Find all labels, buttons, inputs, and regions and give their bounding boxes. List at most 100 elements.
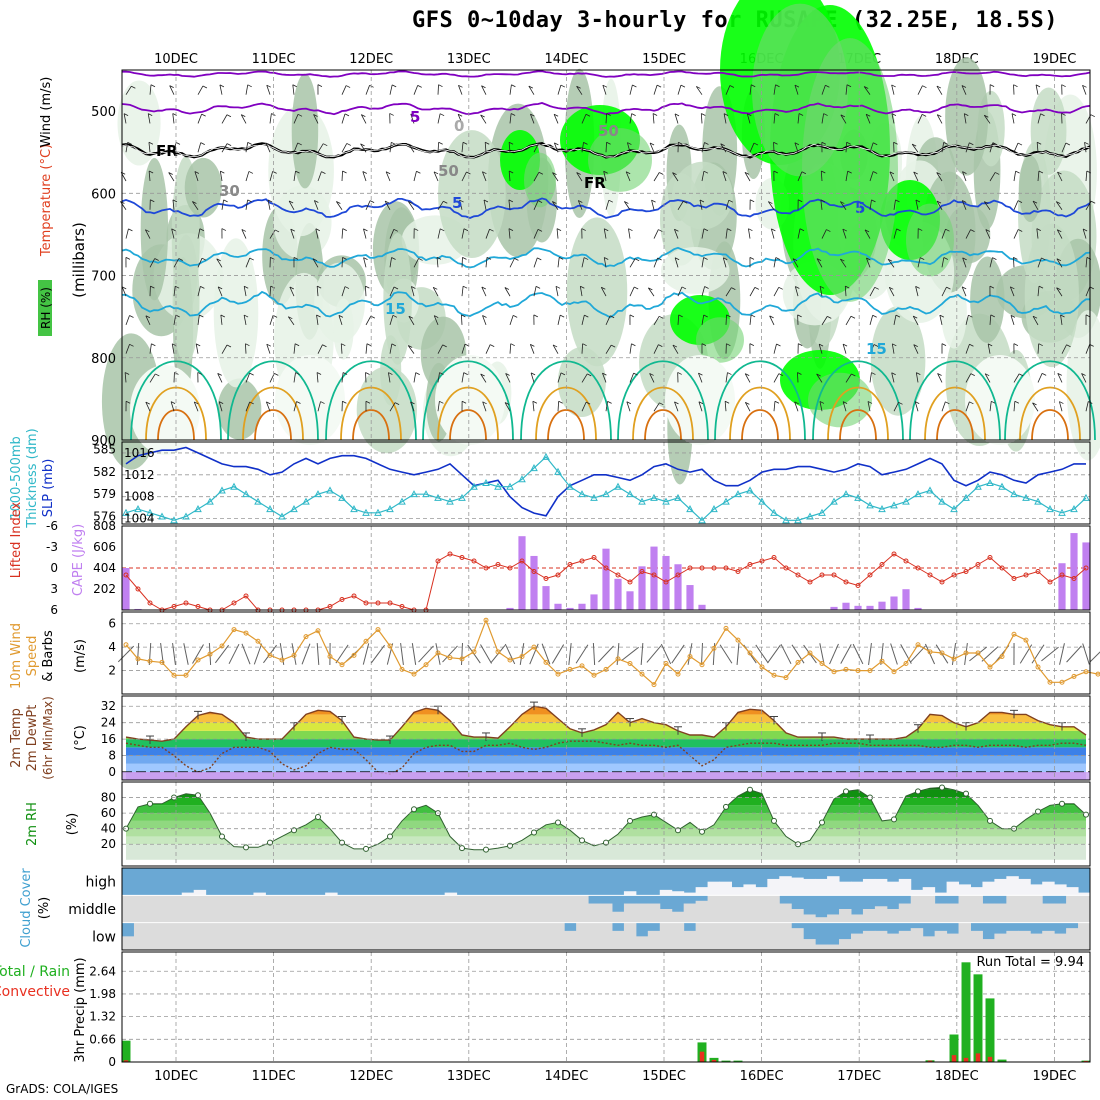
wind-barb [295,372,300,375]
wind-barb [508,170,514,174]
wind-barb [1032,402,1037,406]
wind-barb [341,343,346,347]
wind-barb [845,316,852,326]
bottom-date-label: 16DEC [740,1069,784,1084]
wind-barb-10m [335,644,349,664]
wind-barb [842,228,847,239]
bottom-date-label: 19DEC [1032,1069,1076,1084]
cloud-clear-cell [659,922,673,950]
wind-barb-10m [160,643,164,665]
wind-barb [703,228,709,232]
wind-barb [509,343,512,354]
cloud-clear-cell [253,922,266,950]
wind-barb [125,344,130,354]
wind-barb [939,314,945,318]
wind-barb [1056,258,1062,262]
wind-barb [125,228,129,239]
wind-barb [657,257,662,261]
wind-barb [865,113,871,117]
rh-color-band [126,789,1086,798]
wind-barb [653,316,660,326]
wind-barb [266,344,271,354]
wind-speed-point [879,658,885,664]
wind-barb [462,285,468,289]
wind-barb [389,286,395,297]
cloud-clear-cell [743,895,756,923]
wind-barb [336,201,341,204]
thickness-point [278,512,286,520]
wind-barb-10m [263,644,277,664]
cape-bar [914,607,922,610]
cloud-clear-cell [408,895,422,923]
isotherm-line [1004,360,1096,441]
cloud-clear-cell [874,878,888,896]
wind-barb [482,171,487,175]
wind-barb [1085,257,1088,268]
cloud-clear-cell [564,930,577,950]
wind-barb [887,259,895,268]
wind-barb [869,315,874,325]
wind-barb [249,372,254,376]
wind-speed-point [999,654,1005,660]
rh2m-point [843,788,849,795]
wind-barb [508,171,511,182]
wind-barb [316,372,319,383]
cloud-clear-cell [958,884,971,896]
wind-barb [360,114,367,124]
wind-barb [581,142,584,153]
cloud-clear-cell [1054,933,1067,950]
cape-bar [890,596,898,610]
thickness-point [158,512,166,520]
wind-barb [915,286,919,297]
cape-bar [566,607,574,610]
wind-barb [1032,315,1039,326]
wind-barb [363,257,367,268]
wind-tick-label: 4 [108,640,116,654]
cloud-clear-cell [647,930,661,950]
rh-shading-blob [217,378,262,440]
bottom-date-label: 10DEC [154,1069,198,1084]
cape-bar [578,603,586,610]
rh2m-point [1059,800,1065,807]
thickness-series-line [125,456,1087,522]
cloud-clear-cell [695,887,709,896]
wind-barb [962,171,967,175]
thickness-point [866,501,874,509]
rh-legend-swatch [38,280,52,336]
wind-barb [461,142,464,153]
rh-shading-blob [970,256,1005,343]
cloud-clear-cell [1066,887,1079,896]
rh-color-band [126,805,1086,814]
wind-barb [245,199,248,210]
thickness-point [626,490,634,498]
wind-barb [315,228,319,239]
wind-barb [408,345,413,348]
wind-barb [178,258,183,261]
cloud-clear-cell [731,887,744,896]
isotherm-line [936,409,974,441]
wind-barb [681,286,687,290]
cloud-clear-cell [827,914,840,923]
rh-tick-label: 80 [101,791,116,805]
wind-barb-10m [1059,643,1065,665]
cloud-clear-cell [145,922,159,950]
wind-barb [842,343,847,354]
wind-speed-point [291,652,297,658]
wind-barb [701,343,707,347]
lifted-index-point [471,558,477,564]
cloud-clear-cell [767,895,780,923]
wind-barb [267,199,273,203]
wind-barb [989,257,993,268]
wind-barb [941,343,947,347]
wind-barb [201,257,207,261]
wind-barb [530,372,535,383]
cloud-clear-cell [145,895,159,923]
cloud-clear-cell [600,922,613,950]
wind-barb [552,201,559,211]
cloud-clear-cell [791,909,804,923]
wind-barb [389,257,392,268]
wind-barb [626,401,632,405]
thickness-point [530,464,538,472]
wind-barb [1013,84,1018,88]
wind-barb [508,228,511,239]
